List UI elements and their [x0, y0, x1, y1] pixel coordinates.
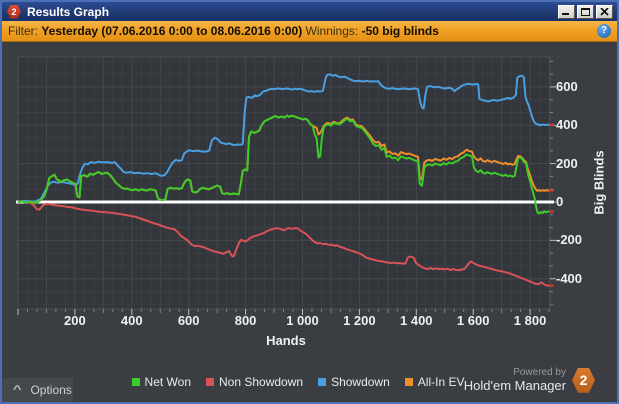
maximize-icon [581, 7, 590, 16]
y-tick-label: 600 [556, 78, 578, 94]
winnings-value: -50 big blinds [361, 24, 439, 38]
y-tick-label: 400 [556, 117, 578, 133]
x-tick-label: 1 200 [343, 313, 376, 328]
x-tick-label: 1 600 [456, 313, 490, 328]
net-won-swatch-icon [131, 378, 140, 386]
chart-area: 200 400 600 800 1 000 1 200 1 400 1 600 1 800 600… [2, 42, 617, 402]
y-tick-label: 200 [556, 155, 578, 171]
app-icon-digit: 2 [11, 6, 17, 17]
y-tick-label: -200 [556, 232, 583, 248]
close-button[interactable] [596, 4, 613, 19]
filter-bar: Filter: Yesterday (07.06.2016 0:00 to 08… [2, 21, 617, 42]
title-bar[interactable]: 2 Results Graph [2, 2, 617, 21]
window-title: Results Graph [27, 4, 110, 19]
options-button[interactable]: ^ Options [2, 378, 73, 402]
chart-canvas [16, 56, 556, 315]
chart-legend: Net Won Non Showdown Showdown All-In EV [2, 375, 594, 389]
powered-by-block: Powered by Hold'em Manager 2 [464, 367, 595, 393]
legend-item-net-won[interactable]: Net Won [131, 375, 191, 389]
minimize-button[interactable] [558, 4, 575, 19]
legend-label: Net Won [144, 375, 191, 389]
x-tick-label: 1 800 [513, 313, 547, 328]
x-tick-label: 400 [120, 313, 143, 328]
hm2-app-icon: 2 [7, 4, 21, 19]
caret-up-icon: ^ [12, 384, 22, 396]
x-tick-label: 800 [234, 313, 257, 328]
minimize-icon [562, 12, 569, 15]
non-showdown-swatch-icon [206, 378, 214, 386]
help-icon[interactable]: ? [597, 24, 611, 38]
brand-name: Hold'em Manager [463, 377, 566, 393]
legend-item-non-showdown[interactable]: Non Showdown [206, 375, 303, 389]
options-label: Options [30, 383, 72, 397]
showdown-swatch-icon [318, 378, 327, 386]
y-axis-label: Big Blinds [591, 150, 607, 215]
filter-value: Yesterday (07.06.2016 0:00 to 08.06.2016… [41, 24, 303, 38]
all-in-ev-swatch-icon [404, 378, 413, 386]
legend-item-all-in-ev[interactable]: All-In EV [404, 375, 465, 389]
filter-label: Filter: [8, 24, 38, 38]
x-tick-label: 1 000 [286, 313, 319, 328]
x-axis-label: Hands [266, 333, 306, 348]
y-tick-label: 0 [556, 193, 564, 209]
x-tick-label: 1 400 [400, 313, 433, 328]
legend-label: All-In EV [417, 375, 465, 389]
logo-digit: 2 [579, 372, 588, 389]
close-icon [600, 7, 609, 16]
maximize-button[interactable] [577, 4, 594, 19]
window-controls [558, 4, 613, 19]
winnings-label: Winnings: [305, 24, 359, 38]
hm2-logo-icon: 2 [572, 367, 595, 393]
legend-label: Showdown [331, 375, 390, 389]
legend-label: Non Showdown [219, 375, 304, 389]
powered-by-text: Powered by [513, 367, 566, 378]
legend-item-showdown[interactable]: Showdown [318, 375, 390, 389]
y-tick-label: -400 [556, 270, 583, 286]
x-tick-label: 600 [177, 313, 200, 328]
x-tick-label: 200 [64, 313, 86, 328]
